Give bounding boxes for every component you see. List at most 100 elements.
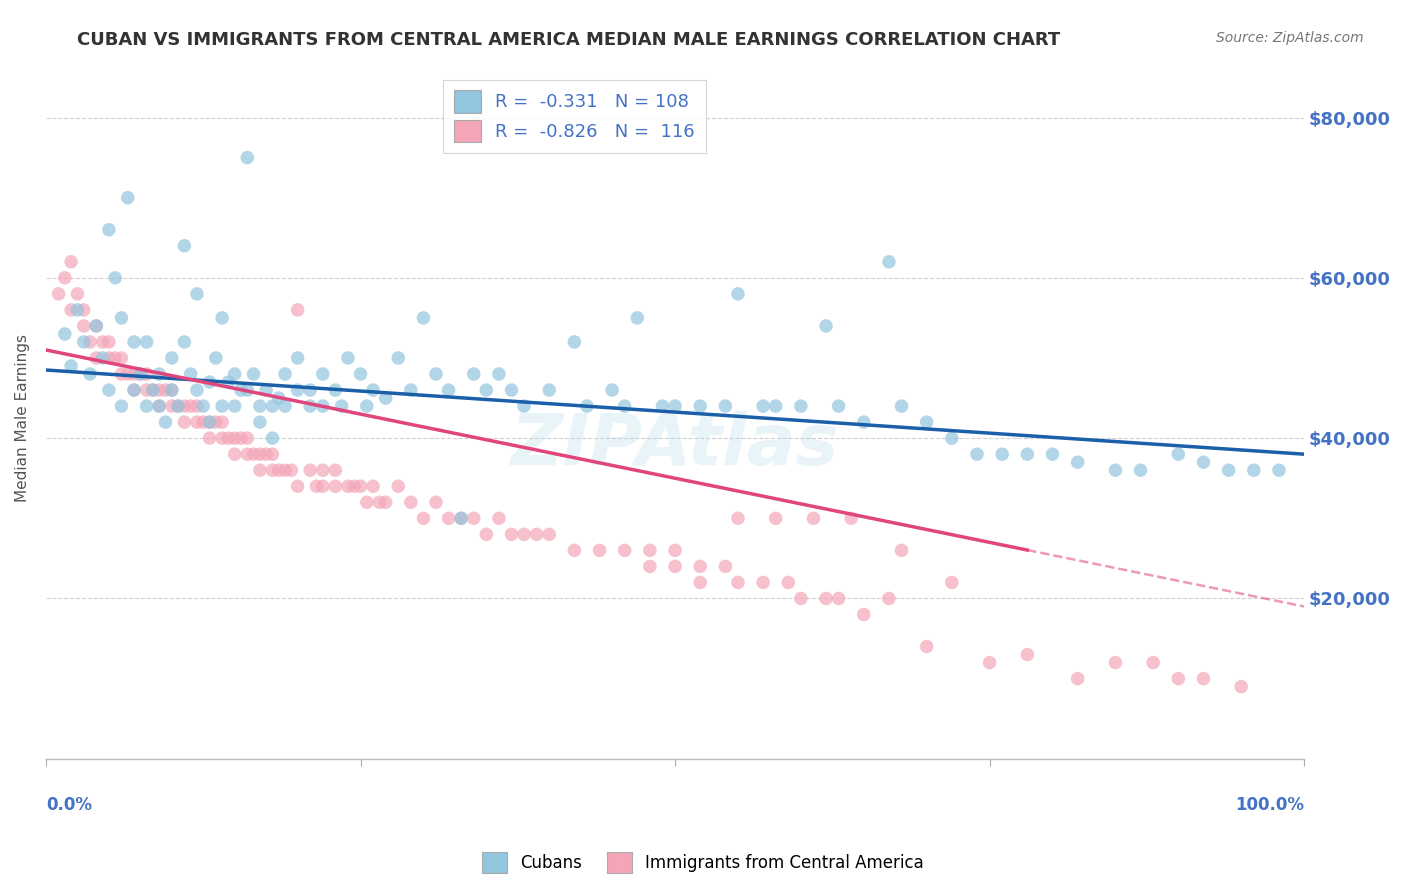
Point [211, 399, 233, 413]
Point [1218, 463, 1240, 477]
Point [727, 286, 749, 301]
Point [274, 399, 297, 413]
Point [349, 479, 371, 493]
Point [91, 334, 114, 349]
Point [330, 399, 353, 413]
Point [752, 399, 775, 413]
Point [437, 511, 460, 525]
Point [110, 367, 132, 381]
Point [450, 511, 472, 525]
Point [450, 511, 472, 525]
Point [167, 399, 190, 413]
Point [205, 415, 228, 429]
Point [249, 447, 271, 461]
Point [1042, 447, 1064, 461]
Point [53, 326, 76, 341]
Point [60, 255, 83, 269]
Point [224, 399, 246, 413]
Point [262, 447, 284, 461]
Point [287, 383, 309, 397]
Point [689, 399, 711, 413]
Point [689, 575, 711, 590]
Point [224, 431, 246, 445]
Point [966, 447, 988, 461]
Point [122, 367, 145, 381]
Point [305, 479, 328, 493]
Point [299, 399, 322, 413]
Point [79, 334, 101, 349]
Point [374, 391, 396, 405]
Point [1104, 463, 1126, 477]
Point [97, 334, 120, 349]
Point [262, 399, 284, 413]
Point [890, 543, 912, 558]
Point [336, 479, 359, 493]
Point [664, 559, 686, 574]
Legend: R =  -0.331   N = 108, R =  -0.826   N =  116: R = -0.331 N = 108, R = -0.826 N = 116 [443, 79, 706, 153]
Point [727, 575, 749, 590]
Point [361, 383, 384, 397]
Point [280, 463, 302, 477]
Point [48, 286, 70, 301]
Point [198, 375, 221, 389]
Point [84, 351, 107, 365]
Point [689, 559, 711, 574]
Point [274, 367, 297, 381]
Point [135, 334, 157, 349]
Point [714, 399, 737, 413]
Point [299, 383, 322, 397]
Point [110, 310, 132, 325]
Point [877, 255, 900, 269]
Point [412, 310, 434, 325]
Y-axis label: Median Male Earnings: Median Male Earnings [15, 334, 30, 502]
Point [815, 318, 838, 333]
Text: 100.0%: 100.0% [1234, 797, 1305, 814]
Point [262, 463, 284, 477]
Point [387, 351, 409, 365]
Point [538, 527, 561, 541]
Text: ZIPAtlas: ZIPAtlas [510, 411, 839, 480]
Point [399, 383, 422, 397]
Point [104, 351, 127, 365]
Point [236, 383, 259, 397]
Point [84, 318, 107, 333]
Point [79, 367, 101, 381]
Point [229, 431, 252, 445]
Point [803, 511, 825, 525]
Point [122, 334, 145, 349]
Point [73, 318, 96, 333]
Point [752, 575, 775, 590]
Point [299, 463, 322, 477]
Point [236, 151, 259, 165]
Point [60, 302, 83, 317]
Point [148, 399, 170, 413]
Point [53, 270, 76, 285]
Point [160, 383, 183, 397]
Point [852, 607, 875, 622]
Point [991, 447, 1014, 461]
Point [211, 431, 233, 445]
Point [638, 559, 661, 574]
Point [186, 286, 208, 301]
Point [412, 511, 434, 525]
Point [73, 334, 96, 349]
Point [1017, 447, 1039, 461]
Point [287, 479, 309, 493]
Point [336, 351, 359, 365]
Point [173, 239, 195, 253]
Point [325, 479, 347, 493]
Point [488, 367, 510, 381]
Point [374, 495, 396, 509]
Point [1167, 447, 1189, 461]
Point [651, 399, 673, 413]
Point [941, 431, 963, 445]
Point [160, 399, 183, 413]
Point [575, 399, 598, 413]
Point [765, 399, 787, 413]
Point [979, 656, 1001, 670]
Point [526, 527, 548, 541]
Point [122, 383, 145, 397]
Point [211, 310, 233, 325]
Point [839, 511, 862, 525]
Point [564, 543, 586, 558]
